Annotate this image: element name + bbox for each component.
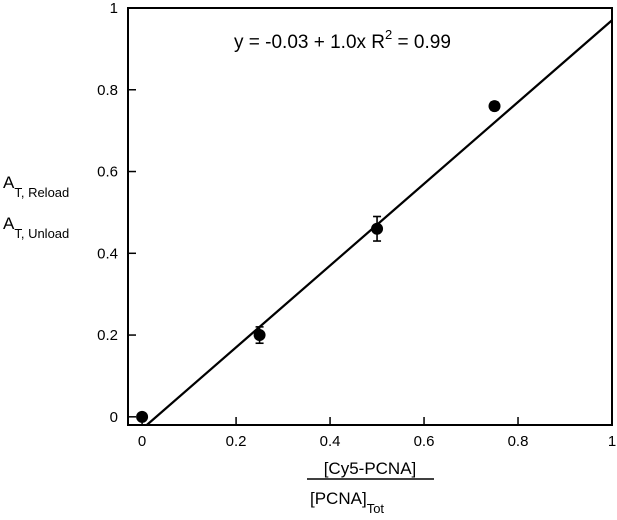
- svg-text:[PCNA]Tot: [PCNA]Tot: [310, 489, 384, 516]
- y-tick-label: 0: [110, 409, 118, 426]
- plot-frame: [127, 7, 613, 426]
- y-tick-label: 0.8: [97, 82, 118, 99]
- y-tick-label: 0.6: [97, 164, 118, 181]
- x-tick-label: 0.6: [414, 433, 435, 450]
- y-tick-label: 0.2: [97, 327, 118, 344]
- y-tick-label: 1: [110, 0, 118, 17]
- x-tick-label: 0.4: [320, 433, 341, 450]
- x-tick-label: 0.8: [508, 433, 529, 450]
- data-point: [371, 222, 384, 235]
- data-point: [488, 100, 501, 113]
- x-tick-label: 1: [608, 433, 616, 450]
- data-point: [136, 410, 149, 423]
- svg-text:[Cy5-PCNA]: [Cy5-PCNA]: [324, 459, 417, 478]
- svg-text:AT, Unload: AT, Unload: [3, 214, 69, 241]
- fit-equation: y = -0.03 + 1.0x R2 = 0.99: [234, 27, 451, 53]
- svg-text:AT, Reload: AT, Reload: [3, 173, 69, 200]
- data-point: [253, 329, 266, 342]
- y-axis-label: AT, Reload AT, Unload: [3, 173, 69, 241]
- fit-line-group: [146, 19, 613, 426]
- data-points: [136, 100, 501, 423]
- x-tick-label: 0: [138, 433, 146, 450]
- fit-line: [146, 19, 613, 426]
- x-tick-label: 0.2: [226, 433, 247, 450]
- y-axis-ticks: 0 0.2 0.4 0.6 0.8 1: [97, 0, 136, 426]
- x-axis-label: [Cy5-PCNA] [PCNA]Tot: [307, 459, 434, 516]
- y-tick-label: 0.4: [97, 245, 118, 262]
- x-axis-ticks: 0 0.2 0.4 0.6 0.8 1: [138, 417, 616, 450]
